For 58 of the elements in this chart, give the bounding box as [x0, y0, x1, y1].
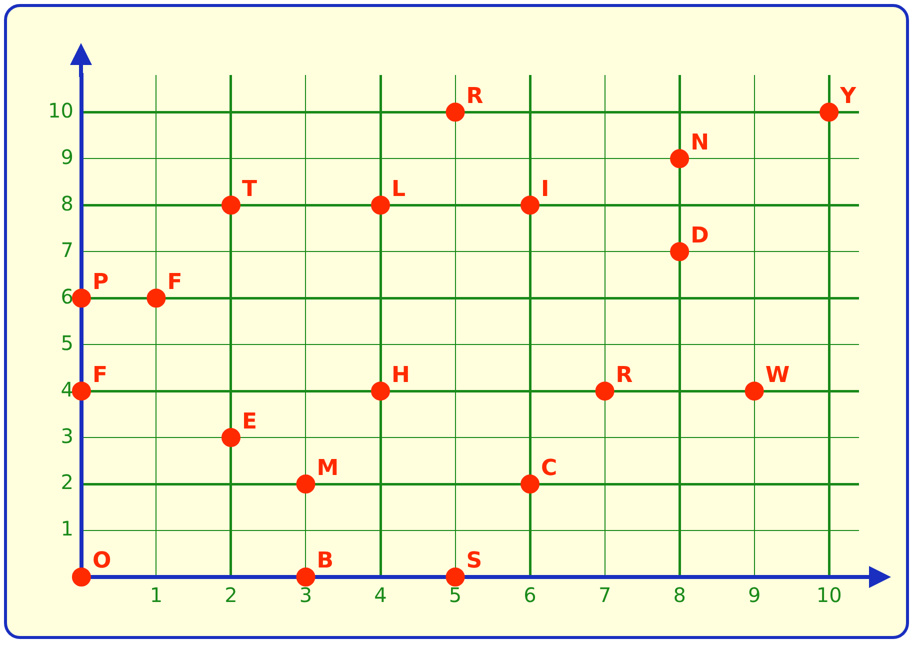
x-tick-label: 7: [598, 583, 612, 608]
point: [446, 568, 465, 586]
point: [72, 382, 91, 401]
point: [371, 382, 390, 401]
y-tick-label: 7: [60, 238, 74, 262]
point: [371, 196, 390, 215]
point: [744, 382, 764, 401]
point: [595, 382, 614, 401]
x-tick-label: 4: [374, 583, 387, 608]
annotation: D: [690, 223, 709, 248]
point: [520, 474, 540, 494]
annotation: S: [466, 548, 482, 574]
point: [296, 568, 316, 586]
y-tick-label: 4: [60, 377, 74, 402]
y-tick-label: 9: [60, 144, 74, 169]
point: [221, 428, 240, 448]
point: [446, 102, 465, 122]
point: [72, 568, 91, 586]
point: [296, 474, 316, 494]
annotation: F: [167, 270, 182, 295]
annotation: B: [316, 548, 334, 574]
x-tick-label: 3: [299, 583, 312, 608]
point: [670, 242, 690, 262]
annotation: I: [541, 176, 550, 202]
annotation: O: [92, 548, 112, 574]
point: [520, 196, 540, 215]
point: [221, 196, 240, 215]
annotation: R: [466, 84, 484, 109]
y-tick-label: 1: [60, 516, 74, 541]
x-tick-label: 8: [673, 583, 686, 608]
y-tick-label: 3: [60, 424, 74, 448]
x-tick-label: 6: [524, 583, 536, 608]
annotation: P: [92, 270, 109, 295]
x-tick-label: 2: [224, 583, 238, 608]
point: [820, 102, 839, 122]
annotation: M: [316, 456, 339, 481]
y-tick-label: 8: [60, 191, 74, 216]
annotation: R: [616, 362, 633, 388]
annotation: C: [541, 456, 558, 481]
y-tick-label: 5: [60, 330, 74, 355]
annotation: T: [242, 176, 257, 202]
x-tick-label: 5: [448, 583, 462, 608]
point: [146, 288, 166, 308]
annotation: F: [92, 362, 108, 388]
x-tick-label: 1: [150, 583, 163, 608]
annotation: E: [242, 409, 258, 434]
annotation: N: [690, 130, 709, 156]
y-tick-label: 2: [60, 470, 74, 494]
annotation: L: [392, 176, 406, 202]
point: [670, 149, 690, 168]
x-tick-label: 9: [748, 583, 761, 608]
x-tick-label: 10: [816, 583, 842, 608]
point: [72, 288, 91, 308]
y-tick-label: 6: [60, 284, 74, 308]
annotation: Y: [839, 84, 858, 109]
annotation: W: [765, 362, 790, 388]
y-tick-label: 10: [48, 98, 74, 122]
annotation: H: [392, 362, 410, 388]
